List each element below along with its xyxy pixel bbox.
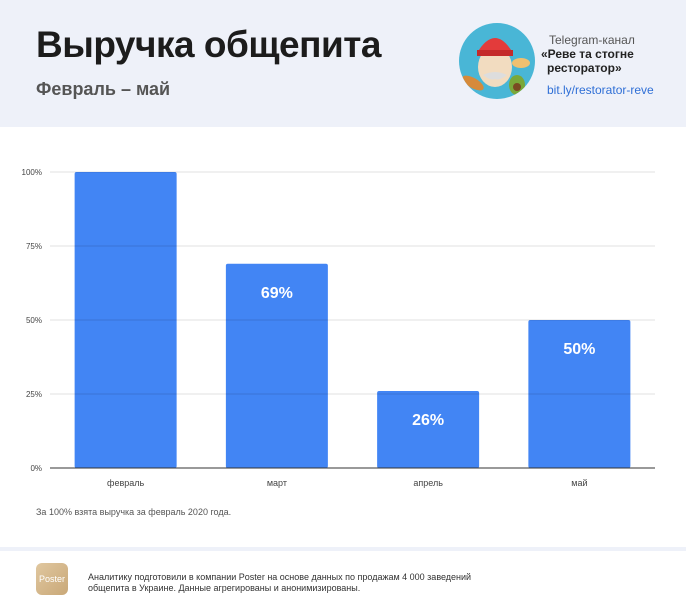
bar-февраль bbox=[74, 172, 177, 468]
x-tick-label: февраль bbox=[107, 478, 144, 488]
poster-logo: Poster bbox=[36, 563, 68, 595]
y-tick-label: 0% bbox=[30, 464, 42, 473]
data-label: 69% bbox=[261, 285, 293, 302]
channel-link[interactable]: bit.ly/restorator-reve bbox=[547, 83, 654, 97]
bar-chart: февраль 69% март 26% апрель 50% май 0% 25% 50% 75%… bbox=[22, 168, 655, 488]
data-label: 50% bbox=[563, 341, 595, 358]
bar-май bbox=[528, 320, 631, 468]
channel-name: «Реве та стогне bbox=[541, 47, 634, 61]
telegram-label: Telegram-канал bbox=[549, 33, 635, 47]
bar-март bbox=[225, 263, 328, 468]
page-title: Выручка общепита bbox=[36, 24, 381, 65]
y-tick-label: 100% bbox=[22, 168, 42, 177]
y-tick-label: 75% bbox=[26, 242, 42, 251]
y-tick-label: 25% bbox=[26, 390, 42, 399]
y-tick-label: 50% bbox=[26, 316, 42, 325]
chart-note: За 100% взята выручка за февраль 2020 го… bbox=[36, 507, 232, 517]
footer-text: Аналитику подготовили в компании Poster … bbox=[88, 572, 472, 593]
channel-avatar-image bbox=[459, 23, 535, 99]
divider bbox=[0, 547, 686, 551]
channel-name-2: ресторатор» bbox=[547, 61, 622, 75]
poster-logo-text: Poster bbox=[38, 574, 65, 584]
x-tick-label: апрель bbox=[413, 478, 443, 488]
x-tick-label: март bbox=[267, 478, 287, 488]
bar-апрель bbox=[377, 391, 480, 468]
x-tick-label: май bbox=[571, 478, 587, 488]
data-label: 26% bbox=[412, 412, 444, 429]
telegram-channel-info: Telegram-канал «Реве та стогне ресторато… bbox=[541, 33, 654, 97]
page-subtitle: Февраль – май bbox=[36, 79, 171, 99]
header: Выручка общепита Февраль – май Telegram-… bbox=[0, 0, 686, 127]
